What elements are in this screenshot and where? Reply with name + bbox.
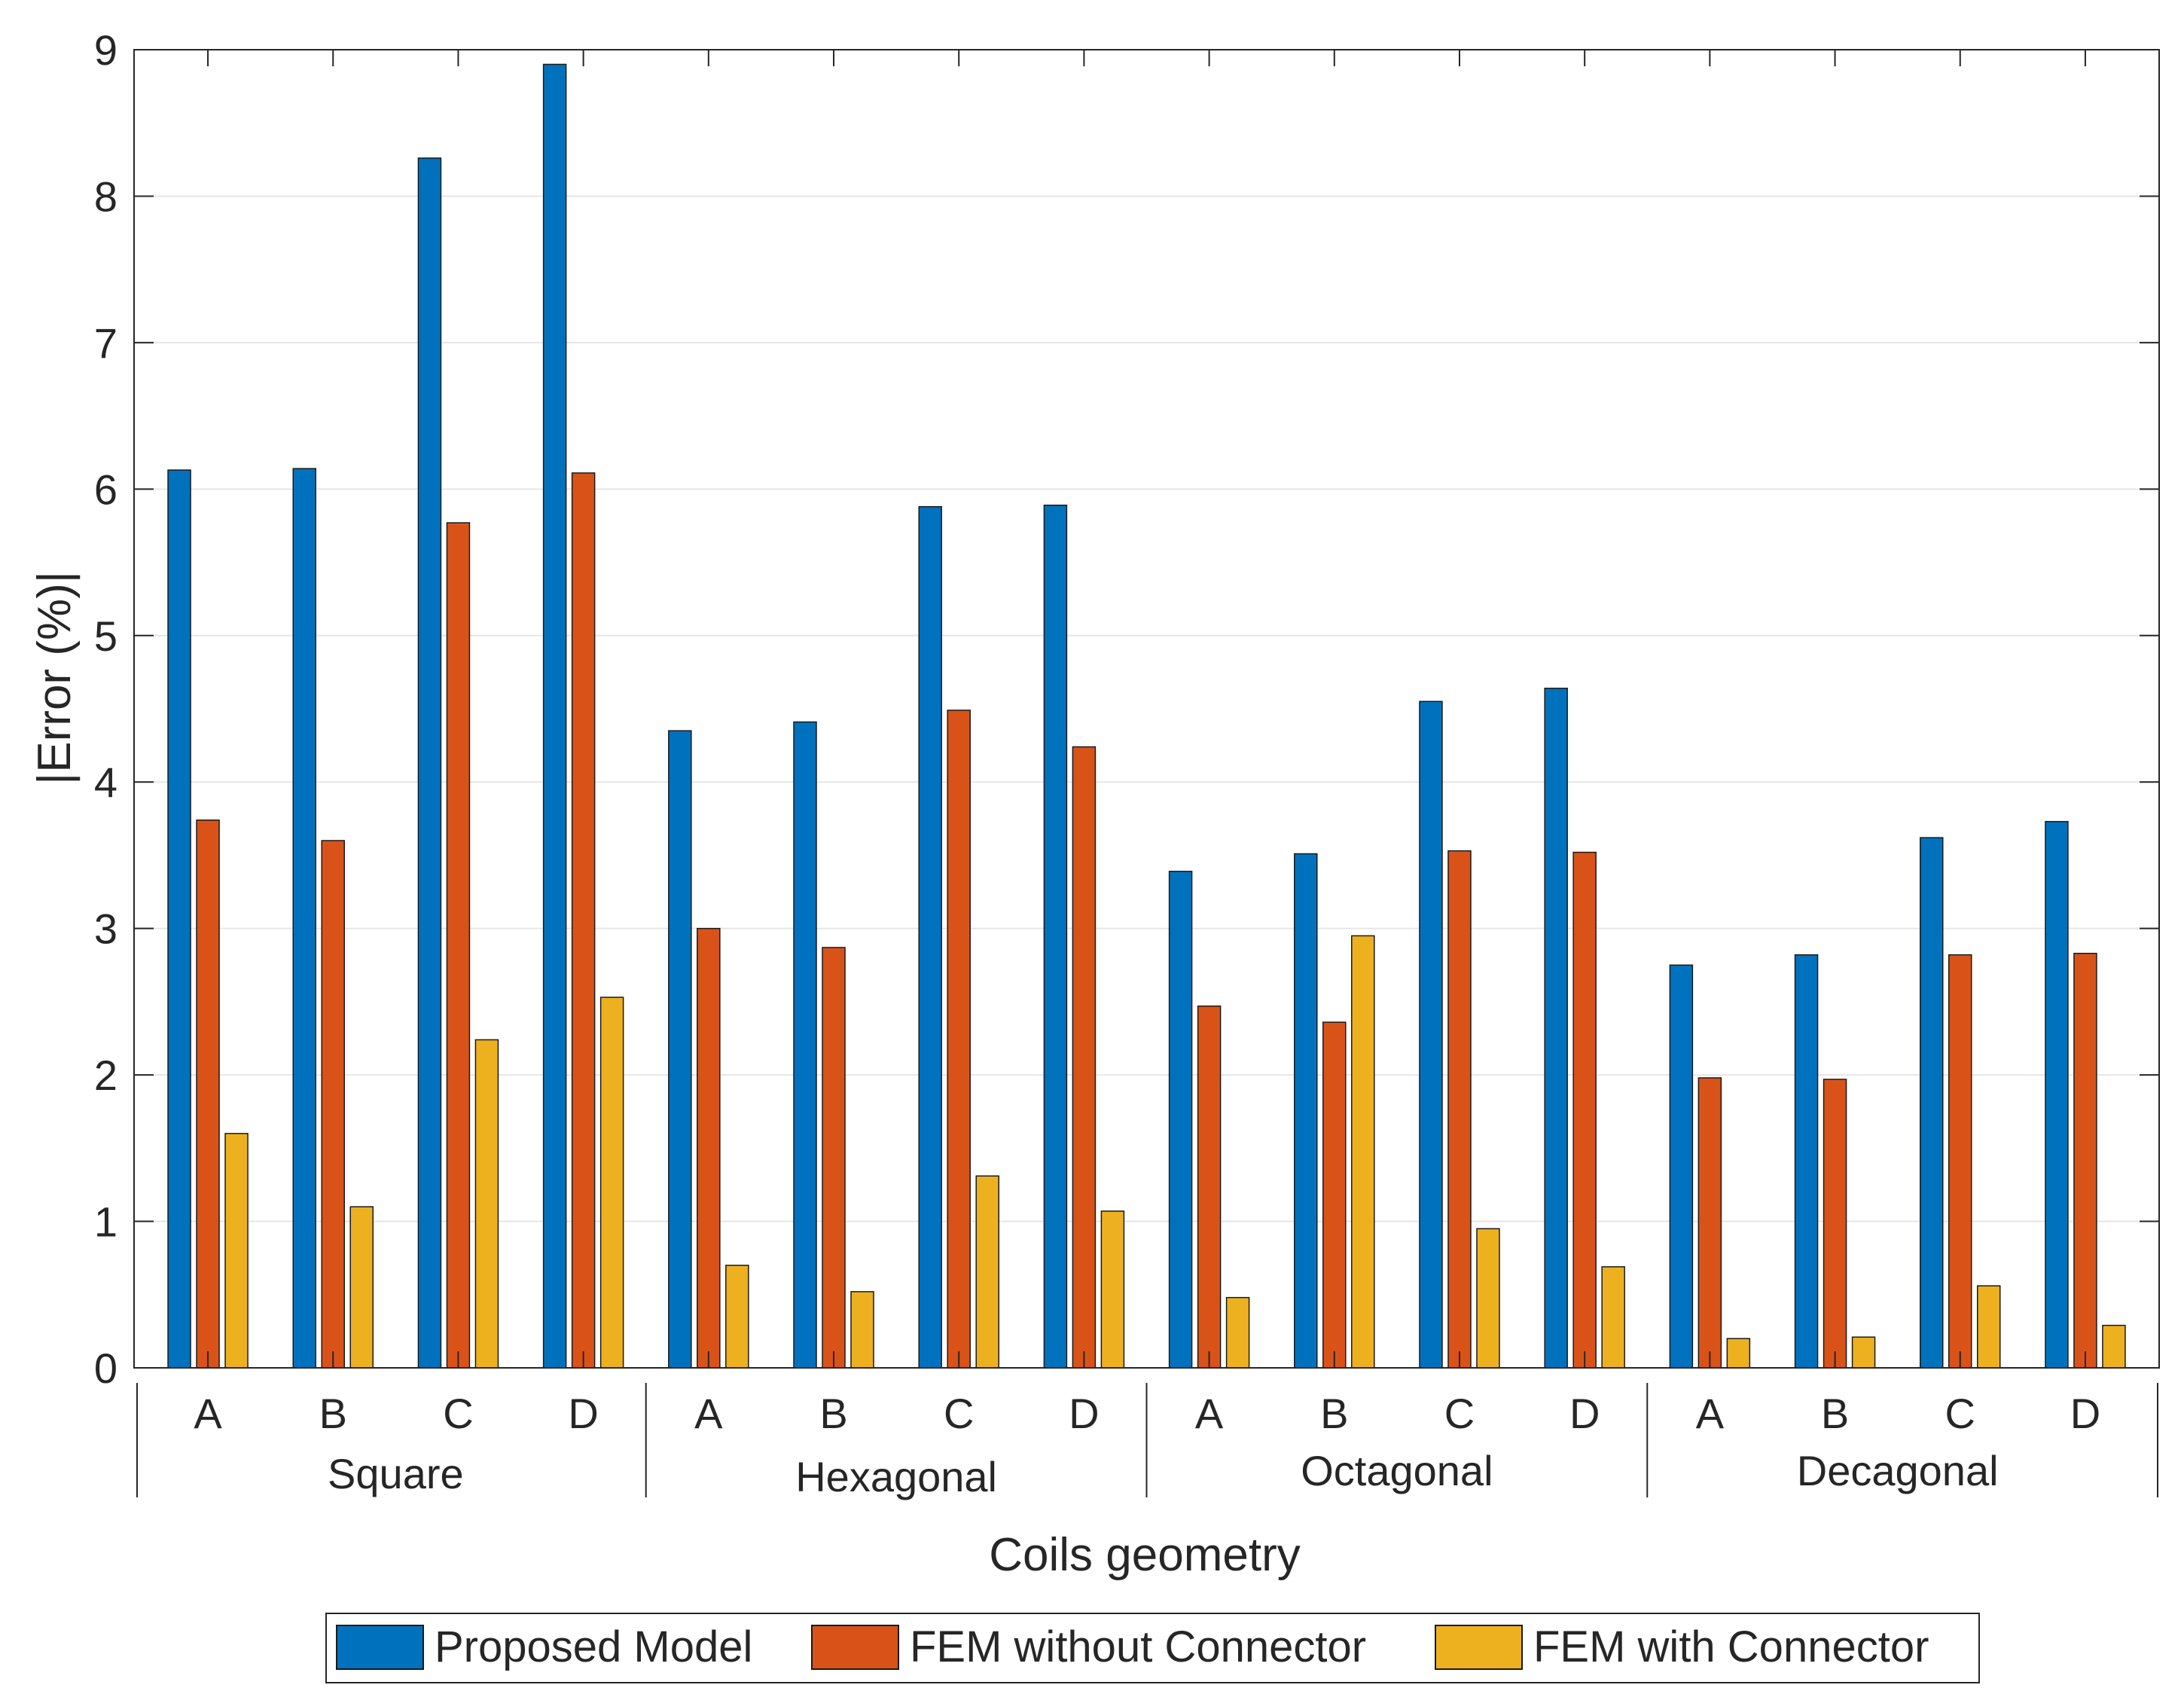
y-tick-label: 5 xyxy=(94,612,117,660)
bar xyxy=(1697,1077,1722,1369)
bars xyxy=(167,63,2126,1369)
bar xyxy=(1100,1210,1125,1369)
bar xyxy=(2102,1324,2126,1369)
bar xyxy=(975,1175,999,1369)
y-tick-label: 9 xyxy=(94,26,117,74)
bar xyxy=(2045,820,2069,1369)
group-labels: Square Hexagonal Octagonal Decagonal xyxy=(136,1383,2158,1500)
x-tick-label: A xyxy=(694,1390,723,1437)
y-tick-label: 4 xyxy=(94,758,117,806)
bar xyxy=(1447,850,1472,1369)
x-tick-label: B xyxy=(819,1390,847,1437)
bar xyxy=(542,63,567,1369)
bar xyxy=(1294,853,1318,1369)
x-tick-label: C xyxy=(443,1390,473,1437)
bar xyxy=(2073,952,2097,1369)
bar xyxy=(1948,954,1972,1369)
legend-entry[interactable]: FEM without Connector xyxy=(811,1622,1366,1671)
y-tick-label: 1 xyxy=(94,1198,117,1246)
bar xyxy=(349,1206,374,1369)
bar xyxy=(1419,700,1443,1369)
x-tick-label: D xyxy=(1569,1390,1600,1437)
bar xyxy=(947,710,971,1369)
bar xyxy=(697,927,721,1369)
x-tick-label: C xyxy=(1444,1390,1475,1437)
x-tick-label: A xyxy=(1195,1390,1224,1437)
bar xyxy=(850,1291,874,1369)
group-label: Octagonal xyxy=(1301,1447,1493,1494)
x-tick-label: D xyxy=(2070,1390,2100,1437)
x-tick-label: A xyxy=(194,1390,222,1437)
bar xyxy=(725,1265,749,1369)
bar xyxy=(599,997,624,1369)
y-tick-labels: 0 1 2 3 4 5 6 7 8 9 xyxy=(94,26,117,1392)
x-tick-label: A xyxy=(1696,1390,1725,1437)
legend-box xyxy=(325,1613,1980,1683)
legend-entry[interactable]: Proposed Model xyxy=(336,1622,752,1671)
bar xyxy=(1351,935,1375,1369)
legend[interactable]: Proposed Model FEM without Connector FEM w… xyxy=(325,1613,1980,1683)
x-tick-label: B xyxy=(319,1390,347,1437)
group-label: Hexagonal xyxy=(795,1453,997,1500)
bar xyxy=(1544,688,1568,1369)
bar xyxy=(1476,1228,1500,1369)
bar xyxy=(668,730,692,1369)
bar xyxy=(918,505,942,1369)
bar xyxy=(292,468,316,1369)
legend-label: FEM with Connector xyxy=(1533,1622,1929,1671)
bar xyxy=(417,157,442,1369)
bar xyxy=(1197,1005,1222,1369)
bar xyxy=(1225,1296,1250,1369)
bar xyxy=(1851,1336,1876,1369)
bar xyxy=(822,947,846,1369)
y-tick-label: 8 xyxy=(94,172,117,220)
bar xyxy=(446,522,471,1369)
x-tick-label: D xyxy=(568,1390,598,1437)
bar xyxy=(1322,1021,1347,1369)
legend-swatch xyxy=(336,1625,424,1670)
bar xyxy=(1043,504,1068,1369)
bar xyxy=(1920,837,1944,1369)
x-tick-label: C xyxy=(944,1390,974,1437)
bar xyxy=(1601,1266,1625,1369)
axes xyxy=(133,49,2160,1369)
y-tick-label: 2 xyxy=(94,1051,117,1099)
bar xyxy=(1794,954,1819,1369)
bar xyxy=(167,469,191,1369)
bar xyxy=(1572,851,1597,1369)
bar xyxy=(1669,964,1694,1369)
legend-entry[interactable]: FEM with Connector xyxy=(1435,1622,1929,1671)
x-tick-label: C xyxy=(1945,1390,1975,1437)
bar xyxy=(571,472,596,1369)
bar xyxy=(1823,1079,1847,1369)
y-tick-label: 6 xyxy=(94,465,117,513)
plot-frame xyxy=(133,49,2160,1369)
x-axis-label: Coils geometry xyxy=(989,1529,1300,1581)
group-label: Decagonal xyxy=(1797,1447,1999,1494)
x-tick-label: B xyxy=(1821,1390,1849,1437)
bar xyxy=(1072,746,1097,1369)
group-label: Square xyxy=(328,1450,464,1497)
y-axis-label: |Error (%)| xyxy=(29,571,81,785)
legend-swatch xyxy=(811,1625,899,1670)
bar xyxy=(321,840,345,1369)
bar xyxy=(1168,871,1193,1369)
bar xyxy=(1726,1338,1751,1369)
bar xyxy=(474,1039,499,1369)
y-tick-label: 3 xyxy=(94,905,117,953)
bar xyxy=(196,820,220,1369)
legend-swatch xyxy=(1435,1625,1523,1670)
bar xyxy=(793,721,817,1369)
legend-label: Proposed Model xyxy=(435,1622,752,1671)
x-tick-label: D xyxy=(1069,1390,1099,1437)
legend-label: FEM without Connector xyxy=(910,1622,1366,1671)
x-tick-label: B xyxy=(1320,1390,1348,1437)
y-tick-label: 0 xyxy=(94,1344,117,1392)
bar xyxy=(224,1133,249,1369)
y-tick-label: 7 xyxy=(94,319,117,367)
bar xyxy=(1977,1285,2001,1369)
